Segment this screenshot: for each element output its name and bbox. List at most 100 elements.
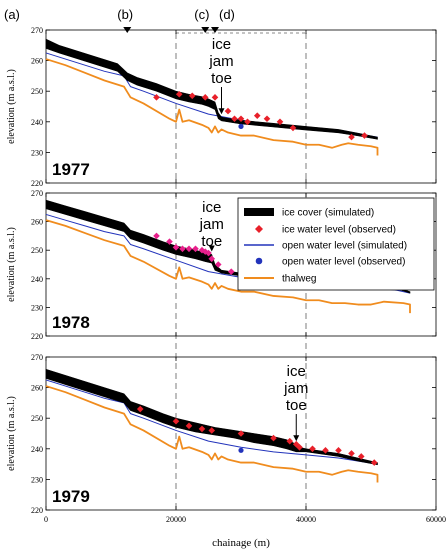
ice-obs-point xyxy=(153,94,160,101)
plot-frame xyxy=(45,29,437,184)
thalweg-line xyxy=(45,58,379,156)
ice-obs-point xyxy=(214,261,222,268)
location-markers: (a) (b) (c) (d) xyxy=(4,7,235,33)
legend-swatch-ice-cover xyxy=(244,208,274,216)
marker-label: (d) xyxy=(219,7,235,22)
ice-obs-point xyxy=(289,124,297,132)
annotation-text: toe xyxy=(201,233,222,250)
annotation-text: ice xyxy=(202,199,221,216)
ice-obs-point xyxy=(175,90,183,98)
ice-obs-point xyxy=(153,232,160,240)
panel-1979: 220 230 240 250 260 270 elevation (m a.s.l.) 19… xyxy=(6,353,446,524)
legend-label: ice cover (simulated) xyxy=(282,208,374,219)
ice-obs-point xyxy=(348,133,355,141)
marker-label: (b) xyxy=(117,7,133,22)
y-tick-label: 230 xyxy=(31,148,43,157)
y-tick-label: 260 xyxy=(31,218,43,227)
y-tick-label: 230 xyxy=(31,303,43,312)
ice-obs-point xyxy=(309,445,316,453)
y-axis-label: elevation (m a.s.l.) xyxy=(6,69,17,144)
ice-obs-point xyxy=(322,447,329,454)
ice-obs-point xyxy=(172,244,180,251)
ice-obs-point xyxy=(208,255,216,263)
y-tick-label: 270 xyxy=(31,353,43,362)
y-tick-label: 220 xyxy=(31,332,43,341)
annotation-text: jam xyxy=(199,216,224,233)
ice-obs-point xyxy=(208,427,216,434)
ice-obs-point xyxy=(136,405,144,413)
ice-obs-point xyxy=(253,112,261,119)
legend-swatch-ice-obs xyxy=(255,225,263,233)
marker-label: (a) xyxy=(4,7,20,22)
x-tick-label: 20000 xyxy=(166,515,186,524)
open-obs-point xyxy=(238,123,244,129)
y-tick-label: 240 xyxy=(31,445,43,454)
ice-obs-point xyxy=(335,447,342,454)
x-tick-label: 0 xyxy=(44,515,48,524)
ice-obs-point xyxy=(205,249,212,257)
ice-obs-point xyxy=(244,118,251,126)
legend-label: open water level (simulated) xyxy=(282,241,407,252)
x-tick-label: 60000 xyxy=(426,515,446,524)
ice-obs-point xyxy=(227,268,235,275)
ice-obs-point xyxy=(185,245,193,253)
panel-1977: 220 230 240 250 260 270 elevation (m a.s.l.) 19… xyxy=(6,26,437,188)
ice-obs-point xyxy=(185,422,193,430)
ice-obs-point xyxy=(276,118,284,126)
legend-label: thalweg xyxy=(282,274,316,285)
year-label-1979: 1979 xyxy=(52,487,90,506)
open-obs-point xyxy=(238,447,244,453)
y-tick-label: 230 xyxy=(31,475,43,484)
thalweg-line xyxy=(45,385,379,483)
annotation-arrowhead xyxy=(293,435,300,442)
ice-obs-point xyxy=(263,115,271,123)
ice-obs-point xyxy=(188,92,196,100)
y-axis-label: elevation (m a.s.l.) xyxy=(6,396,17,471)
ice-obs-point xyxy=(348,450,355,457)
year-label-1978: 1978 xyxy=(52,313,90,332)
marker-triangle xyxy=(201,27,210,33)
x-axis-label: chainage (m) xyxy=(212,537,270,549)
ice-obs-point xyxy=(198,425,206,433)
ice-cover-band xyxy=(45,38,378,140)
ice-obs-point xyxy=(361,132,368,139)
thalweg-line xyxy=(45,219,411,314)
y-tick-label: 240 xyxy=(31,275,43,284)
ice-obs-point xyxy=(370,459,378,466)
annotation-text: ice xyxy=(212,36,231,53)
annotation-text: ice xyxy=(287,363,306,380)
marker-label: (c) xyxy=(194,7,209,22)
ice-obs-point xyxy=(231,115,238,123)
y-tick-label: 260 xyxy=(31,384,43,393)
legend-label: open water level (observed) xyxy=(282,257,405,268)
year-label-1977: 1977 xyxy=(52,160,90,179)
plot-frame xyxy=(45,356,437,511)
annotation-text: jam xyxy=(208,53,233,70)
ice-obs-point xyxy=(270,434,277,442)
ice-obs-point xyxy=(296,443,303,451)
ice-obs-point xyxy=(237,430,245,437)
plot-frame xyxy=(45,192,437,337)
y-tick-label: 270 xyxy=(31,26,43,35)
y-tick-label: 260 xyxy=(31,57,43,66)
legend: ice cover (simulated) ice water level (ob… xyxy=(237,197,435,291)
ice-obs-point xyxy=(286,437,294,445)
ice-obs-point xyxy=(172,417,180,425)
annotation-text: toe xyxy=(211,70,232,87)
ice-obs-point xyxy=(201,94,209,101)
open-water-sim-line xyxy=(45,379,378,465)
legend-swatch-open-obs xyxy=(255,257,263,265)
y-axis-label: elevation (m a.s.l.) xyxy=(6,227,17,302)
panels: 220 230 240 250 260 270 elevation (m a.s.l.) 19… xyxy=(6,26,446,524)
ice-obs-point xyxy=(166,238,173,245)
annotation-arrowhead xyxy=(218,108,225,115)
y-tick-label: 250 xyxy=(31,414,43,423)
marker-triangle xyxy=(211,27,219,33)
y-tick-label: 220 xyxy=(31,506,43,515)
ice-obs-point xyxy=(292,440,300,448)
x-tick-label: 40000 xyxy=(296,515,316,524)
annotation-arrowhead xyxy=(208,245,215,252)
y-tick-label: 250 xyxy=(31,87,43,96)
annotation-text: toe xyxy=(286,397,307,414)
y-tick-label: 240 xyxy=(31,118,43,127)
